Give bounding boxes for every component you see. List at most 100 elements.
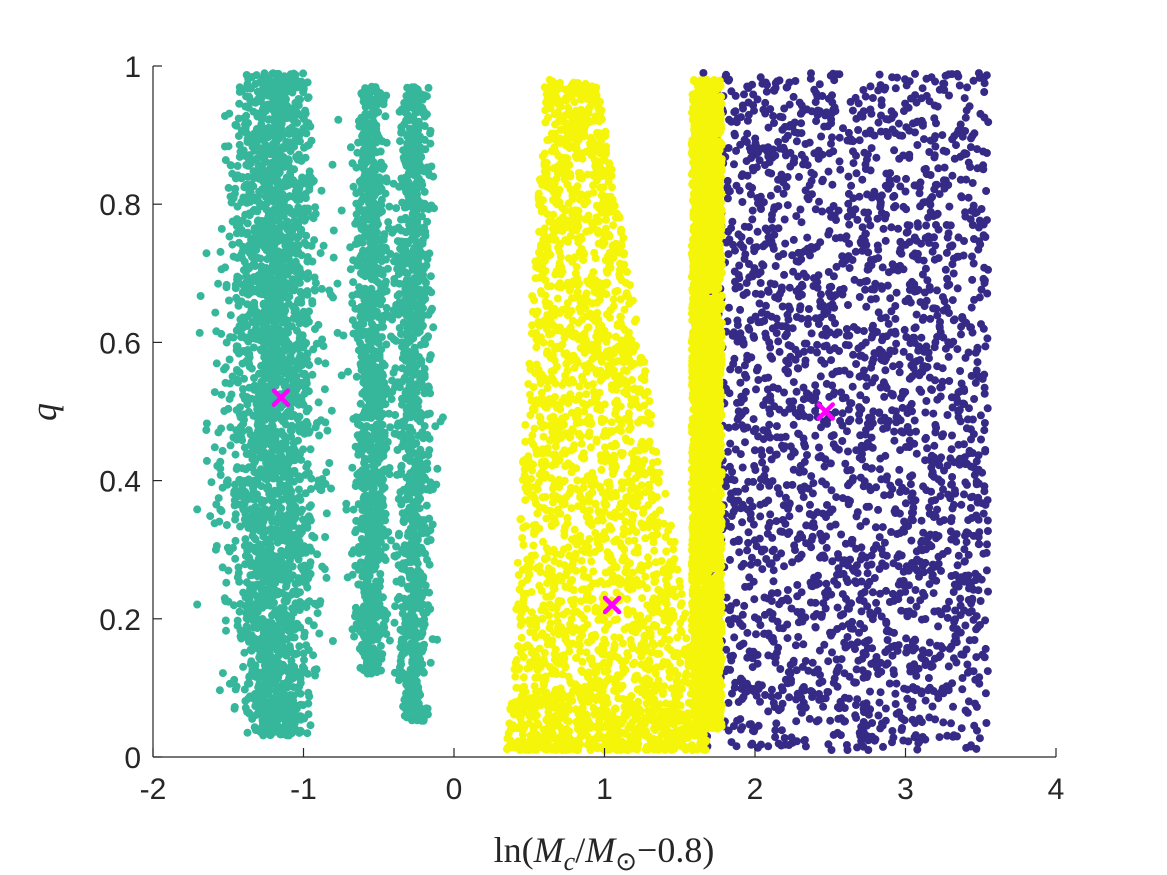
scatter-point bbox=[867, 560, 876, 569]
scatter-point bbox=[974, 493, 983, 502]
scatter-point bbox=[606, 650, 615, 659]
scatter-point bbox=[859, 327, 868, 335]
scatter-point bbox=[764, 373, 773, 382]
scatter-point bbox=[755, 299, 764, 308]
scatter-point bbox=[939, 430, 948, 439]
scatter-point bbox=[967, 303, 976, 312]
scatter-point bbox=[726, 439, 735, 448]
scatter-point bbox=[776, 112, 784, 121]
scatter-point bbox=[795, 504, 804, 513]
scatter-point bbox=[963, 415, 972, 424]
scatter-point bbox=[910, 635, 919, 644]
scatter-point bbox=[615, 580, 624, 589]
scatter-point bbox=[975, 293, 984, 302]
scatter-point bbox=[589, 181, 597, 190]
scatter-point bbox=[831, 291, 840, 300]
scatter-point bbox=[634, 697, 643, 706]
scatter-point bbox=[756, 203, 765, 212]
scatter-point bbox=[734, 230, 743, 239]
scatter-point bbox=[956, 417, 965, 426]
scatter-point bbox=[791, 345, 800, 354]
scatter-point bbox=[759, 426, 768, 435]
scatter-point bbox=[615, 212, 623, 221]
scatter-point bbox=[607, 525, 616, 534]
scatter-point bbox=[961, 113, 970, 122]
scatter-point bbox=[921, 264, 930, 273]
scatter-point bbox=[629, 568, 637, 577]
scatter-point bbox=[563, 352, 572, 361]
scatter-point bbox=[833, 580, 842, 589]
scatter-point bbox=[908, 516, 917, 525]
scatter-point bbox=[619, 500, 628, 509]
scatter-point bbox=[792, 387, 801, 396]
scatter-point bbox=[782, 594, 791, 603]
scatter-point bbox=[504, 729, 513, 738]
scatter-point bbox=[615, 633, 624, 642]
scatter-point bbox=[892, 413, 901, 422]
scatter-point bbox=[789, 447, 798, 456]
scatter-point bbox=[632, 528, 641, 536]
scatter-point bbox=[578, 697, 587, 706]
scatter-point bbox=[867, 363, 876, 372]
scatter-point bbox=[847, 535, 856, 544]
scatter-point bbox=[883, 636, 892, 644]
scatter-point bbox=[664, 572, 673, 581]
scatter-point bbox=[630, 455, 638, 463]
scatter-point bbox=[741, 250, 750, 259]
scatter-point bbox=[803, 320, 812, 328]
scatter-point bbox=[972, 366, 981, 375]
scatter-point bbox=[746, 316, 755, 325]
scatter-point bbox=[632, 576, 641, 584]
scatter-point bbox=[824, 657, 833, 666]
scatter-point bbox=[779, 501, 788, 510]
scatter-point bbox=[806, 598, 815, 607]
scatter-point bbox=[892, 679, 901, 688]
scatter-point bbox=[527, 588, 536, 597]
scatter-point bbox=[795, 172, 803, 181]
scatter-point bbox=[889, 192, 898, 201]
scatter-point bbox=[853, 743, 862, 752]
scatter-point bbox=[581, 539, 590, 548]
scatter-point bbox=[828, 648, 836, 657]
scatter-point bbox=[950, 154, 959, 163]
scatter-point bbox=[808, 658, 817, 667]
scatter-point bbox=[831, 319, 839, 328]
scatter-point bbox=[586, 443, 595, 452]
scatter-point bbox=[595, 158, 604, 166]
scatter-point bbox=[980, 419, 989, 427]
scatter-point bbox=[519, 541, 528, 549]
scatter-point bbox=[812, 117, 821, 126]
scatter-point bbox=[930, 101, 939, 110]
scatter-point bbox=[861, 462, 870, 471]
scatter-point bbox=[557, 732, 566, 741]
scatter-point bbox=[553, 294, 562, 303]
scatter-point bbox=[643, 561, 652, 570]
scatter-point bbox=[835, 133, 844, 142]
scatter-point bbox=[903, 694, 912, 703]
scatter-point bbox=[879, 332, 887, 341]
scatter-point bbox=[568, 280, 577, 289]
scatter-point bbox=[543, 136, 552, 145]
scatter-point bbox=[777, 741, 786, 750]
scatter-point bbox=[844, 301, 852, 309]
scatter-point bbox=[906, 428, 914, 437]
scatter-point bbox=[542, 554, 551, 562]
scatter-point bbox=[816, 238, 825, 247]
scatter-point bbox=[564, 399, 573, 408]
scatter-point bbox=[833, 603, 842, 612]
scatter-point bbox=[981, 446, 990, 454]
scatter-point bbox=[871, 735, 880, 744]
scatter-point bbox=[541, 298, 550, 306]
scatter-point bbox=[970, 395, 979, 403]
scatter-point bbox=[861, 650, 870, 659]
scatter-point bbox=[842, 741, 851, 749]
scatter-point bbox=[909, 364, 918, 373]
scatter-point bbox=[812, 717, 821, 726]
scatter-point bbox=[758, 308, 767, 317]
scatter-point bbox=[844, 405, 853, 414]
scatter-point bbox=[783, 620, 792, 629]
scatter-point bbox=[855, 136, 864, 145]
scatter-point bbox=[944, 70, 953, 79]
scatter-point bbox=[796, 109, 805, 118]
scatter-point bbox=[966, 504, 975, 512]
